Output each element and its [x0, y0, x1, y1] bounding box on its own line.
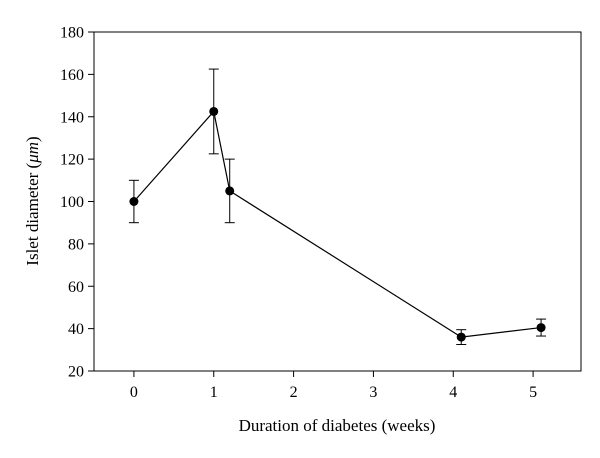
- data-point: [129, 197, 139, 206]
- x-tick-label: 2: [290, 384, 298, 401]
- x-tick-label: 1: [210, 384, 218, 401]
- y-axis-label-main: Islet diameter (: [23, 162, 42, 265]
- data-point: [209, 106, 219, 116]
- plot-area: [93, 31, 582, 372]
- series-line: [133, 110, 542, 338]
- x-tick-label: 3: [369, 384, 377, 401]
- y-tick-label: 40: [68, 321, 84, 338]
- y-axis-label-unit: μm: [23, 142, 42, 164]
- x-tick-label: 4: [449, 384, 457, 401]
- y-tick-label: 140: [60, 109, 84, 126]
- x-tick-label: 0: [130, 384, 138, 401]
- series: [128, 68, 547, 346]
- y-tick-label: 60: [68, 279, 84, 296]
- y-tick-label: 100: [60, 194, 84, 211]
- y-axis-label: Islet diameter (μm): [23, 136, 42, 265]
- y-tick-label: 20: [68, 364, 84, 381]
- data-point: [536, 323, 546, 333]
- data-point: [456, 332, 466, 342]
- y-tick-label: 80: [68, 236, 84, 253]
- data-point: [225, 186, 235, 196]
- y-axis: 20 40 60 80 100 120 140 160 180: [60, 25, 94, 381]
- x-tick-label: 5: [529, 384, 537, 401]
- x-axis-label: Duration of diabetes (weeks): [239, 416, 436, 435]
- y-tick-label: 120: [60, 152, 84, 169]
- y-tick-label: 160: [60, 67, 84, 84]
- y-axis-label-close: ): [23, 136, 42, 142]
- x-axis: 0 1 2 3 4 5: [130, 371, 537, 401]
- y-tick-label: 180: [60, 25, 84, 42]
